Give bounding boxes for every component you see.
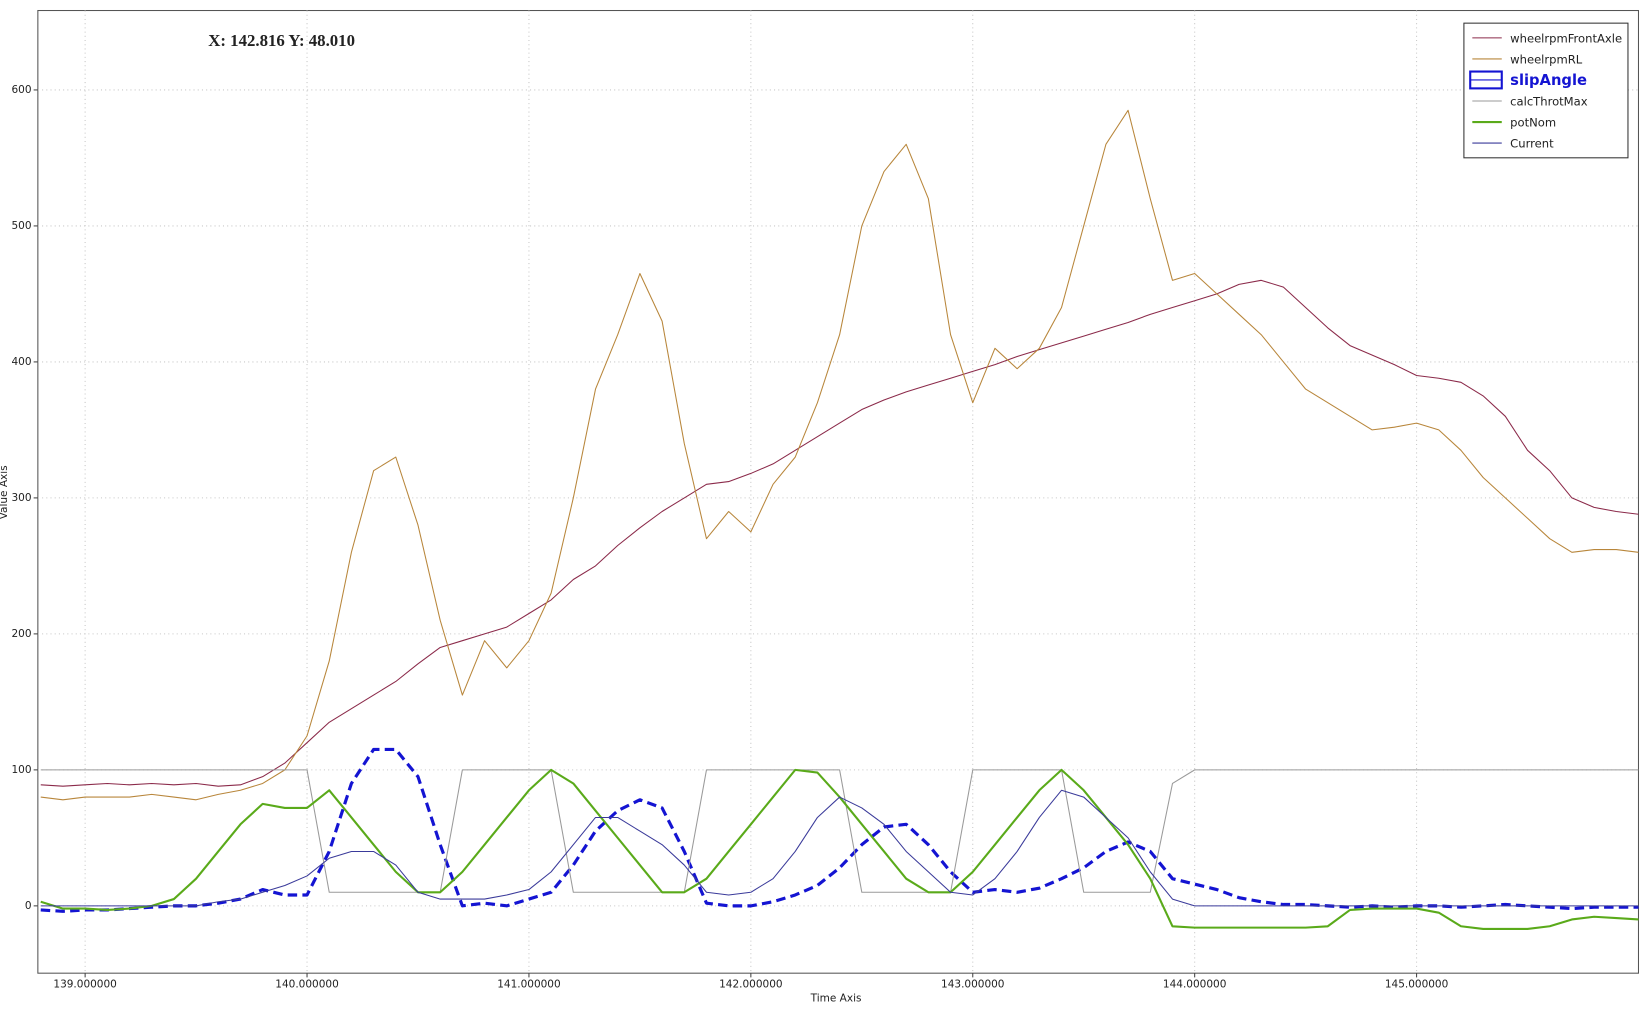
series-line	[40, 769, 1639, 893]
x-tick-label: 140.000000	[275, 979, 338, 991]
series-line	[40, 279, 1639, 787]
series-line	[40, 109, 1639, 801]
x-tick-label: 139.000000	[53, 979, 116, 991]
x-tick-label: 143.000000	[941, 979, 1004, 991]
y-tick-label: 500	[12, 220, 32, 232]
cursor-readout: X: 142.816 Y: 48.010	[208, 31, 355, 50]
legend-frame	[1463, 22, 1629, 159]
x-tick-label: 144.000000	[1163, 979, 1226, 991]
x-axis-label: Time Axis	[810, 992, 862, 1004]
y-tick-label: 0	[25, 900, 32, 912]
x-tick-label: 145.000000	[1385, 979, 1448, 991]
y-tick-label: 200	[12, 628, 32, 640]
series-line	[40, 789, 1639, 907]
x-tick-label: 141.000000	[497, 979, 560, 991]
plot-frame	[37, 9, 1640, 974]
y-tick-label: 100	[12, 764, 32, 776]
y-tick-label: 300	[12, 492, 32, 504]
legend-label[interactable]: calcThrotMax	[1510, 95, 1588, 109]
legend: wheelrpmFrontAxle wheelrpmRL slipAngle calc…	[1463, 22, 1629, 159]
y-axis-label: Value Axis	[0, 465, 10, 519]
legend-label[interactable]: Current	[1510, 137, 1554, 151]
legend-label[interactable]: potNom	[1510, 116, 1556, 130]
x-tick-label: 142.000000	[719, 979, 782, 991]
series-layer	[40, 109, 1639, 931]
legend-label[interactable]: slipAngle	[1510, 72, 1587, 89]
y-tick-label: 400	[12, 356, 32, 368]
y-tick-label: 600	[12, 84, 32, 96]
legend-label[interactable]: wheelrpmRL	[1510, 52, 1583, 66]
legend-label[interactable]: wheelrpmFrontAxle	[1510, 31, 1622, 45]
